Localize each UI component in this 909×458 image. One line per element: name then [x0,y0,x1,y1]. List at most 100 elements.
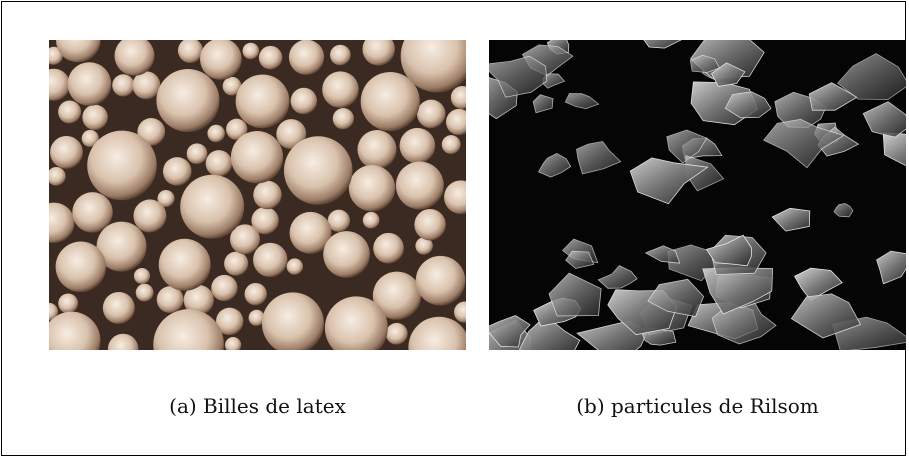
latex-sphere [290,87,318,115]
rilsom-particle [532,94,554,114]
rilsom-particle [489,315,531,348]
latex-sphere [114,40,155,76]
latex-sphere [82,104,108,131]
latex-sphere [283,136,353,205]
latex-spheres-image [49,40,466,350]
latex-sphere [253,180,282,210]
latex-sphere [157,190,175,208]
latex-sphere [230,131,284,184]
rilsom-particle [647,278,705,317]
latex-sphere [183,284,214,316]
latex-sphere [186,143,208,165]
latex-sphere [248,309,265,326]
rilsom-particle [629,157,709,205]
latex-sphere [67,62,112,106]
rilsom-particle [771,207,811,232]
caption-a-label: (a) [169,394,197,418]
latex-sphere [153,309,224,350]
latex-sphere [416,99,446,129]
latex-sphere [133,199,167,233]
rilsom-particle [837,53,906,100]
latex-sphere [222,76,242,96]
latex-sphere [96,221,147,272]
latex-sphere [323,231,370,278]
caption-b: (b) particules de Rilsom [489,394,906,418]
caption-b-label: (b) [576,394,605,418]
latex-sphere [112,74,135,97]
latex-sphere [332,108,354,130]
latex-sphere [253,242,288,278]
rilsom-particle [597,265,638,289]
latex-sphere [102,291,135,324]
rilsom-particle [790,293,862,339]
latex-sphere [199,40,242,80]
rilsom-particle [666,129,708,164]
rilsom-particle [833,203,854,218]
latex-spheres-micrograph [49,40,466,350]
latex-sphere [215,307,244,336]
latex-sphere [158,238,211,291]
latex-sphere [415,237,433,255]
latex-sphere [362,211,380,229]
latex-sphere [177,40,203,64]
latex-sphere [242,42,260,60]
rilsom-particle [808,82,858,111]
caption-b-text: particules de Rilsom [611,394,819,418]
latex-sphere [207,124,225,143]
rilsom-particle [689,54,721,73]
latex-sphere [72,192,113,233]
rilsom-particle [643,40,682,49]
rilsom-particle [763,118,845,169]
latex-sphere [81,129,99,148]
latex-sphere [132,71,161,100]
latex-sphere [395,161,444,210]
latex-sphere [224,251,249,276]
latex-sphere [444,180,466,215]
latex-sphere [49,311,101,350]
latex-sphere [385,322,408,345]
latex-sphere [156,286,184,314]
latex-sphere [55,241,107,293]
rilsom-particle [576,141,622,175]
latex-sphere [372,271,422,320]
rilsom-particle [538,152,572,178]
rilsom-particle [862,101,906,138]
latex-sphere [251,206,279,235]
latex-sphere [357,130,397,170]
latex-sphere [286,258,304,275]
latex-sphere [55,40,101,63]
latex-sphere [258,45,283,70]
latex-sphere [322,71,359,108]
latex-sphere [408,316,466,350]
latex-sphere [362,40,395,66]
rilsom-particle [710,62,746,87]
latex-sphere [49,202,75,243]
latex-sphere [87,130,157,201]
rilsom-particle [724,91,772,119]
rilsom-particle [489,55,548,98]
caption-a-text: Billes de latex [203,394,346,418]
latex-sphere [261,292,324,350]
latex-sphere [58,293,79,314]
latex-sphere [205,150,233,177]
latex-sphere [399,127,436,164]
latex-sphere [135,283,154,302]
rilsom-particle [565,250,595,269]
latex-sphere [133,268,151,285]
latex-sphere [50,135,83,169]
latex-sphere [415,255,466,306]
rilsom-particle [564,93,600,110]
latex-sphere [348,164,396,212]
latex-sphere [445,108,466,136]
latex-sphere [162,157,192,186]
rilsom-particle [705,234,752,267]
rilsom-particles-micrograph [489,40,906,350]
latex-sphere [414,208,446,241]
latex-sphere [49,166,66,186]
latex-sphere [224,336,242,350]
rilsom-particles-image [489,40,906,350]
latex-sphere [360,71,420,132]
latex-sphere [235,74,290,129]
latex-sphere [180,174,245,239]
